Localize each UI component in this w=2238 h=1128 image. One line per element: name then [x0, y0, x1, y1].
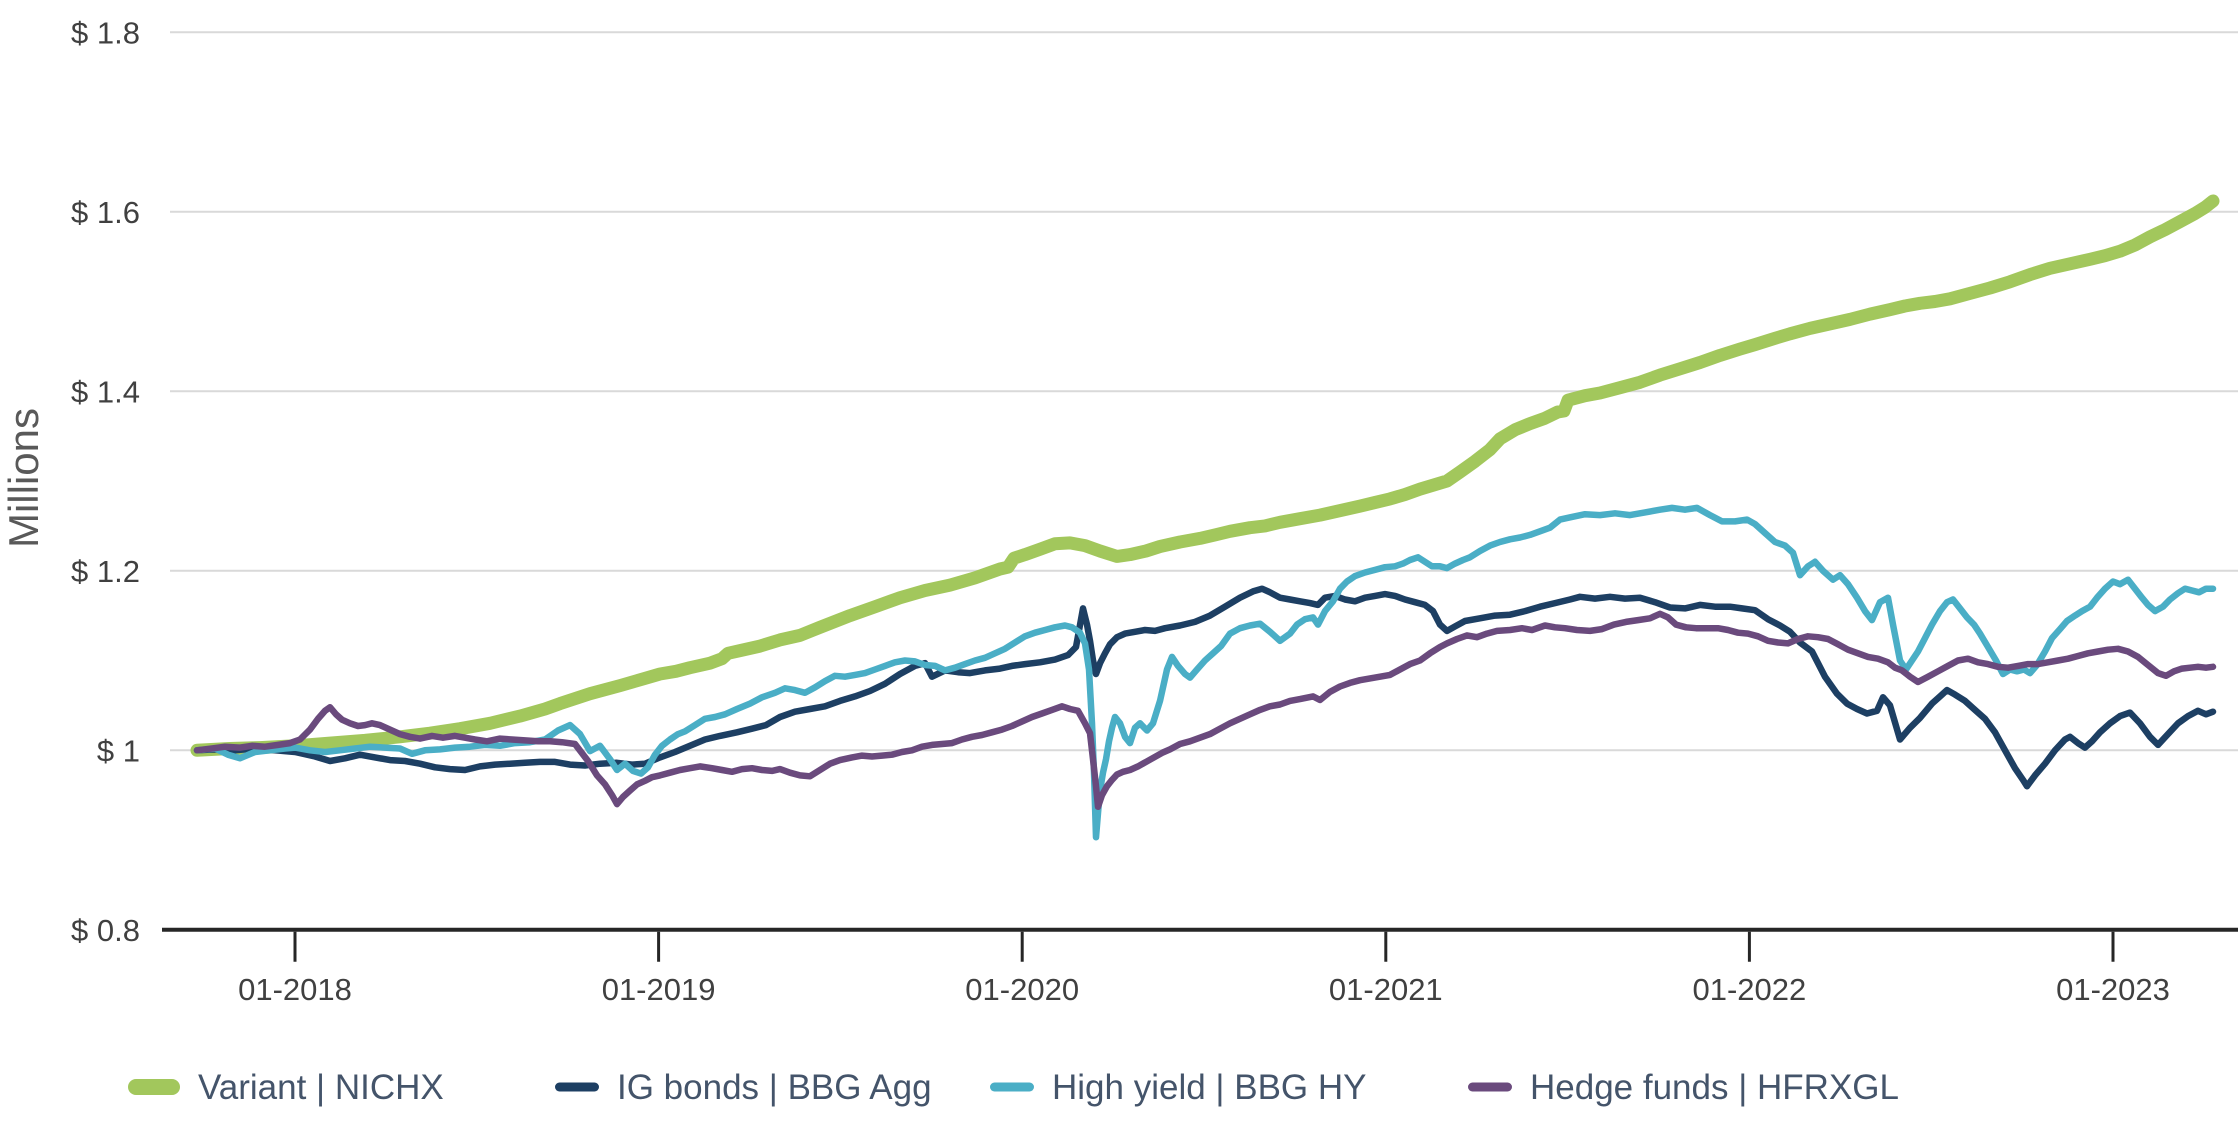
y-tick-label: $ 1: [97, 733, 140, 768]
x-tick-label: 01-2018: [238, 972, 352, 1007]
legend-label-variant-nichx: Variant | NICHX: [198, 1068, 444, 1107]
y-axis-title: Millions: [0, 408, 47, 548]
x-tick-label: 01-2023: [2056, 972, 2170, 1007]
legend-label-hedge-funds-hfrxgl: Hedge funds | HFRXGL: [1530, 1068, 1899, 1107]
y-tick-label: $ 1.6: [71, 195, 140, 230]
x-tick-label: 01-2022: [1693, 972, 1807, 1007]
legend-swatch-ig-bonds-bbg-agg: [555, 1082, 599, 1092]
x-tick-label: 01-2021: [1329, 972, 1443, 1007]
legend-swatch-variant-nichx: [128, 1079, 180, 1095]
y-tick-label: $ 1.8: [71, 15, 140, 50]
series-line-hedge-funds-hfrxgl: [193, 610, 2217, 811]
x-tick-label: 01-2020: [965, 972, 1079, 1007]
series-line-high-yield-bbg-hy: [193, 504, 2217, 841]
series-line-ig-bonds-bbg-agg: [193, 585, 2217, 790]
series-line-variant-nichx: [190, 194, 2220, 757]
legend-swatch-hedge-funds-hfrxgl: [1468, 1082, 1512, 1092]
legend-label-ig-bonds-bbg-agg: IG bonds | BBG Agg: [617, 1068, 932, 1107]
axis-labels: $ 0.8 $ 1 $ 1.2 $ 1.4 $ 1.6 $ 1.8 01-2018 01-20…: [71, 15, 2170, 1007]
legend-label-high-yield-bbg-hy: High yield | BBG HY: [1052, 1068, 1367, 1107]
gridlines: [170, 31, 2238, 752]
y-tick-label: $ 1.2: [71, 554, 140, 589]
legend: Variant | NICHX IG bonds | BBG Agg High yi…: [128, 1068, 1899, 1107]
legend-swatch-high-yield-bbg-hy: [990, 1082, 1034, 1092]
series-lines: [190, 194, 2220, 841]
axes: [162, 927, 2238, 962]
y-tick-label: $ 0.8: [71, 913, 140, 948]
x-tick-label: 01-2019: [602, 972, 716, 1007]
y-tick-label: $ 1.4: [71, 374, 140, 409]
